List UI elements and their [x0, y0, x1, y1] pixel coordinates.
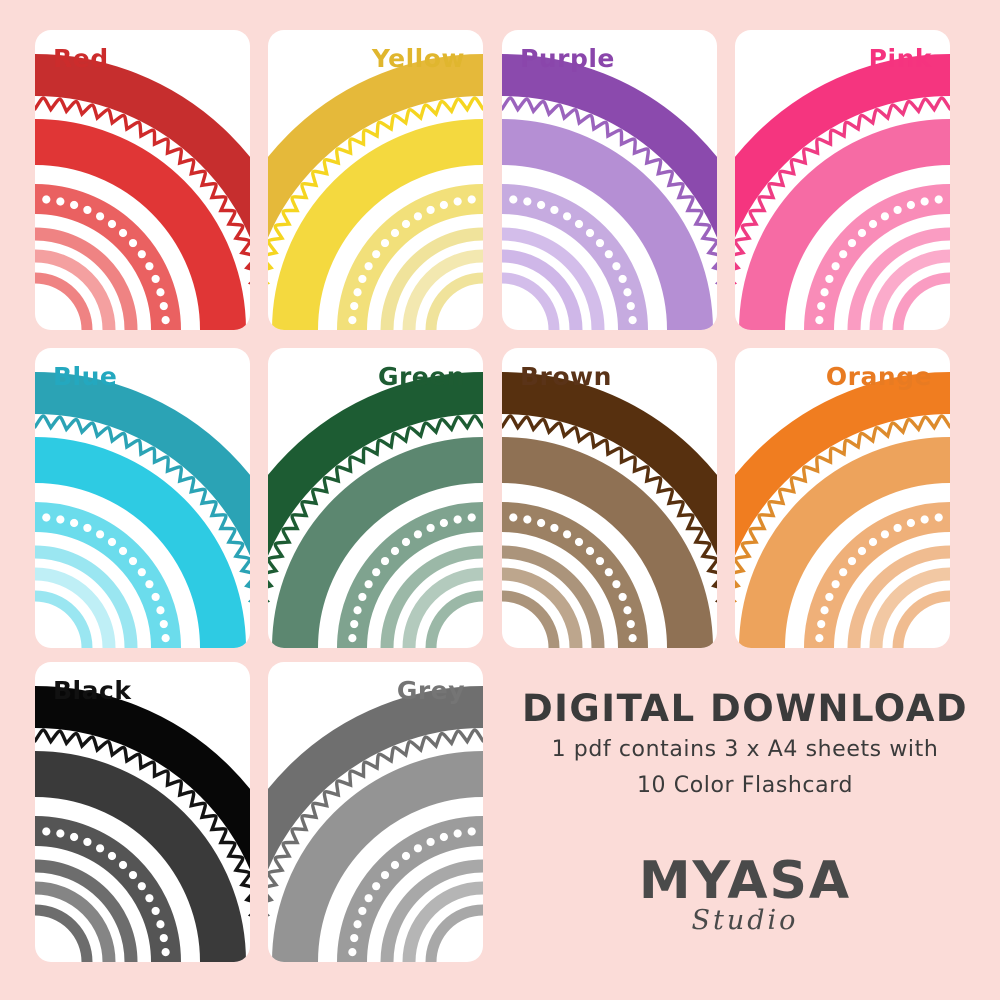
brand-name: MYASA — [638, 851, 852, 911]
flashcard-blue[interactable]: Blue — [35, 348, 250, 648]
rainbow-illustration — [502, 30, 717, 330]
digital-download-line-2: 10 Color Flashcard — [636, 772, 854, 798]
flashcard-grey[interactable]: Grey — [268, 662, 483, 962]
flashcard-yellow[interactable]: Yellow — [268, 30, 483, 330]
rainbow-illustration — [35, 662, 250, 962]
flashcard-orange[interactable]: Orange — [735, 348, 950, 648]
rainbow-illustration — [268, 348, 483, 648]
flashcard-label: Blue — [53, 362, 118, 391]
digital-download-info: DIGITAL DOWNLOAD 1 pdf contains 3 x A4 s… — [500, 687, 990, 800]
digital-download-title: DIGITAL DOWNLOAD — [521, 687, 969, 730]
flashcard-label: Green — [377, 362, 465, 391]
flashcard-label: Grey — [396, 676, 465, 705]
flashcard-brown[interactable]: Brown — [502, 348, 717, 648]
flashcard-label: Pink — [868, 44, 932, 73]
digital-download-line-1: 1 pdf contains 3 x A4 sheets with — [551, 736, 939, 762]
rainbow-illustration — [35, 30, 250, 330]
flashcard-label: Red — [53, 44, 109, 73]
rainbow-illustration — [735, 30, 950, 330]
rainbow-illustration — [502, 348, 717, 648]
rainbow-illustration — [268, 30, 483, 330]
rainbow-illustration — [268, 662, 483, 962]
brand-logo: MYASA Studio — [500, 855, 990, 936]
rainbow-illustration — [35, 348, 250, 648]
flashcard-label: Black — [53, 676, 132, 705]
rainbow-illustration — [735, 348, 950, 648]
flashcard-label: Purple — [520, 44, 615, 73]
flashcard-red[interactable]: Red — [35, 30, 250, 330]
flashcard-purple[interactable]: Purple — [502, 30, 717, 330]
flashcard-label: Orange — [825, 362, 932, 391]
brand-tagline: Studio — [691, 905, 799, 936]
flashcard-green[interactable]: Green — [268, 348, 483, 648]
flashcard-black[interactable]: Black — [35, 662, 250, 962]
flashcard-pink[interactable]: Pink — [735, 30, 950, 330]
flashcard-label: Brown — [520, 362, 612, 391]
flashcard-label: Yellow — [371, 44, 465, 73]
